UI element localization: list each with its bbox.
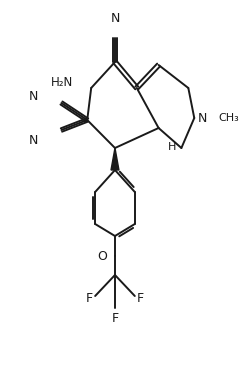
Text: H: H [168,142,176,152]
Text: N: N [28,134,38,147]
Text: F: F [112,312,119,325]
Text: H₂N: H₂N [51,75,73,88]
Polygon shape [111,148,119,170]
Text: N: N [110,12,120,24]
Text: F: F [137,291,144,304]
Text: CH₃: CH₃ [218,113,239,123]
Text: N: N [198,111,208,125]
Text: O: O [97,249,107,262]
Text: F: F [86,291,93,304]
Text: N: N [28,90,38,104]
